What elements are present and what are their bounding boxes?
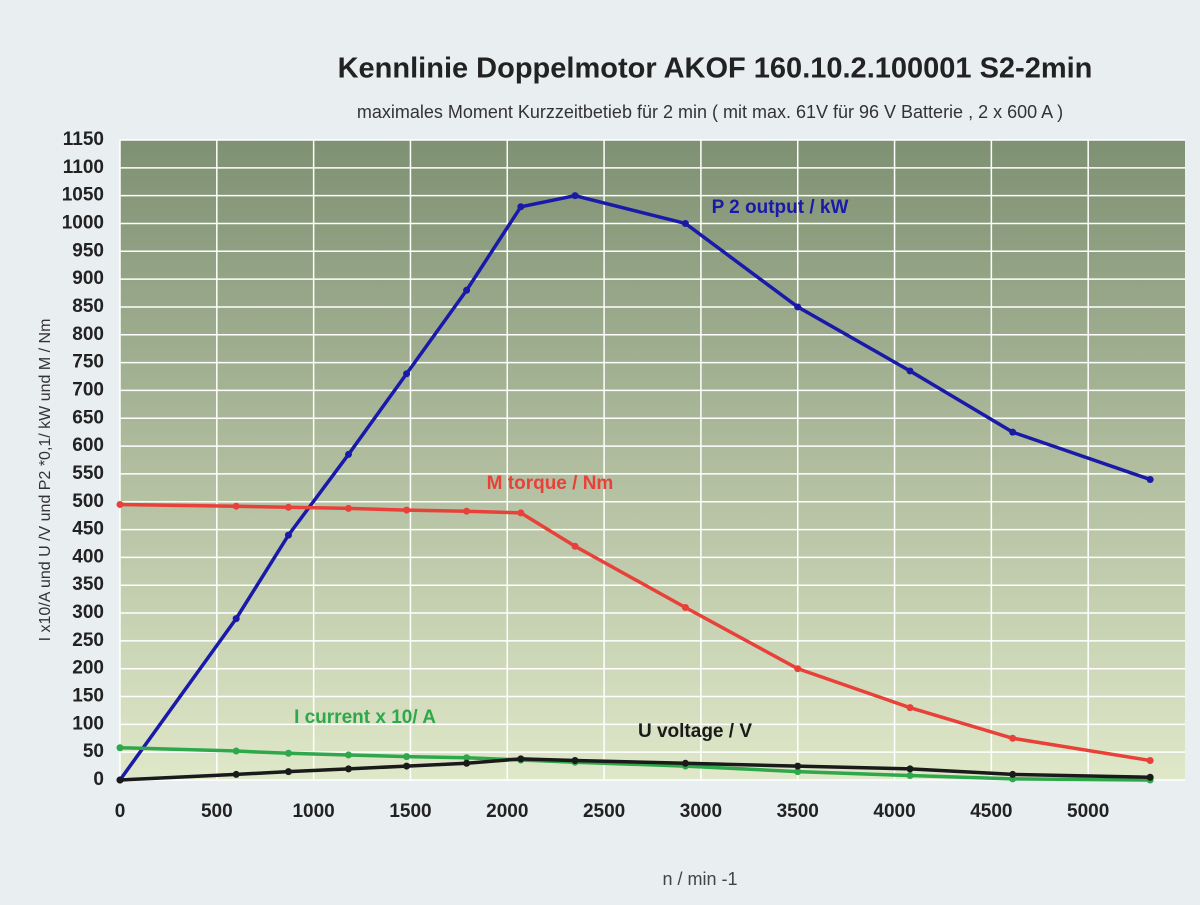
- data-point: [284, 503, 292, 511]
- y-tick-label: 650: [72, 407, 104, 428]
- y-tick-label: 700: [72, 379, 104, 400]
- x-tick-label: 1500: [389, 801, 431, 822]
- y-tick-label: 0: [93, 769, 104, 790]
- data-point: [571, 757, 579, 765]
- plot-area: [120, 140, 1185, 780]
- data-point: [284, 749, 292, 757]
- data-point: [344, 504, 352, 512]
- data-point: [571, 542, 579, 550]
- x-tick-label: 0: [115, 801, 126, 822]
- data-point: [1009, 770, 1017, 778]
- data-point: [517, 755, 525, 763]
- data-point: [794, 762, 802, 770]
- y-tick-label: 350: [72, 574, 104, 595]
- chart-title: Kennlinie Doppelmotor AKOF 160.10.2.1000…: [338, 53, 1093, 85]
- x-axis-label: n / min -1: [662, 869, 737, 889]
- y-tick-label: 750: [72, 352, 104, 373]
- y-tick-label: 600: [72, 435, 104, 456]
- data-point: [1146, 475, 1154, 483]
- x-tick-label: 4500: [970, 801, 1012, 822]
- data-point: [403, 506, 411, 514]
- y-tick-label: 250: [72, 630, 104, 651]
- x-tick-label: 1000: [292, 801, 334, 822]
- data-point: [403, 762, 411, 770]
- series-label: I current x 10/ A: [294, 707, 436, 728]
- data-point: [232, 615, 240, 623]
- data-point: [1146, 773, 1154, 781]
- data-point: [116, 776, 124, 784]
- chart-subtitle: maximales Moment Kurzzeitbetieb für 2 mi…: [357, 102, 1063, 122]
- data-point: [1009, 734, 1017, 742]
- x-tick-label: 3500: [777, 801, 819, 822]
- data-point: [116, 744, 124, 752]
- x-tick-label: 5000: [1067, 801, 1109, 822]
- x-tick-label: 2000: [486, 801, 528, 822]
- y-axis-label: I x10/A und U /V und P2 *0,1/ kW und M /…: [37, 319, 54, 642]
- y-tick-label: 100: [72, 713, 104, 734]
- y-tick-label: 900: [72, 268, 104, 289]
- y-tick-label: 950: [72, 240, 104, 261]
- data-point: [344, 751, 352, 759]
- y-tick-label: 150: [72, 686, 104, 707]
- data-point: [681, 219, 689, 227]
- y-tick-label: 400: [72, 546, 104, 567]
- data-point: [1146, 757, 1154, 765]
- y-tick-label: 300: [72, 602, 104, 623]
- y-tick-label: 1150: [63, 129, 104, 150]
- data-point: [232, 770, 240, 778]
- data-point: [571, 192, 579, 200]
- data-point: [906, 772, 914, 780]
- data-point: [517, 203, 525, 211]
- data-point: [517, 509, 525, 517]
- data-point: [463, 754, 471, 762]
- data-point: [463, 286, 471, 294]
- x-tick-label: 3000: [680, 801, 722, 822]
- y-tick-label: 450: [72, 519, 104, 540]
- y-tick-label: 1000: [62, 212, 104, 233]
- y-tick-label: 1050: [62, 185, 104, 206]
- x-tick-label: 4000: [873, 801, 915, 822]
- data-point: [232, 747, 240, 755]
- data-point: [232, 502, 240, 510]
- y-tick-label: 800: [72, 324, 104, 345]
- data-point: [344, 450, 352, 458]
- data-point: [403, 753, 411, 761]
- y-tick-label: 500: [72, 491, 104, 512]
- y-tick-label: 550: [72, 463, 104, 484]
- data-point: [403, 370, 411, 378]
- y-tick-label: 1100: [63, 157, 104, 178]
- data-point: [284, 768, 292, 776]
- data-point: [906, 704, 914, 712]
- x-tick-label: 2500: [583, 801, 625, 822]
- data-point: [794, 303, 802, 311]
- data-point: [463, 759, 471, 767]
- series-label: U voltage / V: [638, 721, 752, 742]
- data-point: [906, 765, 914, 773]
- data-point: [463, 507, 471, 515]
- data-point: [284, 531, 292, 539]
- series-label: M torque / Nm: [487, 473, 614, 494]
- data-point: [794, 665, 802, 673]
- data-point: [681, 759, 689, 767]
- data-point: [681, 603, 689, 611]
- x-tick-label: 500: [201, 801, 233, 822]
- data-point: [1009, 428, 1017, 436]
- data-point: [794, 768, 802, 776]
- data-point: [906, 367, 914, 375]
- data-point: [344, 765, 352, 773]
- y-tick-label: 200: [72, 658, 104, 679]
- data-point: [116, 501, 124, 509]
- series-label: P 2 output / kW: [712, 197, 849, 218]
- y-tick-label: 50: [83, 741, 104, 762]
- y-tick-label: 850: [72, 296, 104, 317]
